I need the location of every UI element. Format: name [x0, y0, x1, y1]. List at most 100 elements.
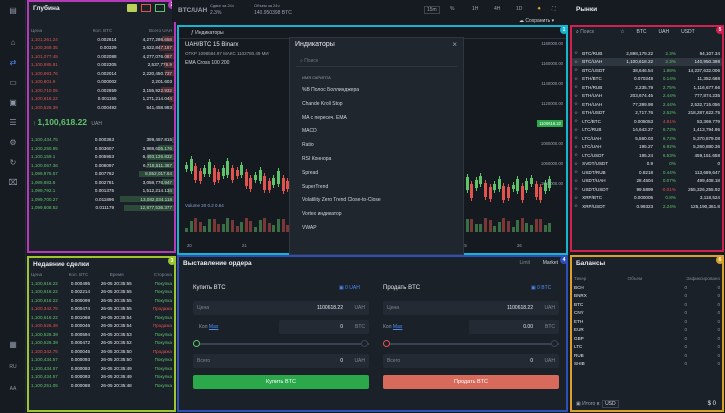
market-row[interactable]: ☆ LTC/UAH 5,560.03 6.72% 5,370,879.08	[572, 134, 722, 143]
indicator-item[interactable]: %B Полос Боллинджера	[302, 87, 360, 93]
refresh-icon[interactable]: ↻	[9, 158, 17, 167]
tab-uah[interactable]: UAH	[658, 29, 670, 35]
history-icon[interactable]: ▣	[9, 98, 17, 107]
settings-icon[interactable]: ⚙	[9, 138, 17, 147]
star-icon[interactable]: ☆	[574, 101, 579, 107]
user-avatar[interactable]: AA	[9, 386, 17, 392]
lock-icon[interactable]: ⌧	[8, 178, 18, 187]
market-row[interactable]: ☆ BTC/USDT 38,646.54 1.98% 14,237,632.006	[572, 66, 722, 75]
market-row[interactable]: ☆ BTC/UAH 1,100,618.22 2.3% 140,950.398	[572, 57, 722, 66]
star-icon[interactable]: ☆	[574, 75, 579, 81]
orderbook-row[interactable]: 1,100,710.05 0.002859 3,155,922.932	[29, 86, 174, 95]
star-icon[interactable]: ☆	[574, 135, 579, 141]
orderbook-row[interactable]: 1,100,369.35 0.00329 3,622,847.167	[29, 44, 174, 53]
interval-select[interactable]: 15m	[424, 6, 440, 14]
home-icon[interactable]: ⌂	[10, 38, 16, 47]
sell-qty-field[interactable]: 0.00 BTC	[469, 320, 559, 334]
interval-4h[interactable]: 4H	[494, 6, 501, 12]
star-icon[interactable]: ☆	[574, 118, 579, 124]
theme-sun-icon[interactable]: ✷	[537, 6, 542, 12]
market-row[interactable]: ☆ ETH/BTC 0.070348 0.14% 11,352.688	[572, 75, 722, 84]
total-currency-select[interactable]: USD	[602, 400, 619, 408]
grid-icon[interactable]: ▦	[9, 340, 17, 349]
market-row[interactable]: ☆ XRP/USDT 0.99323 2.24% 125,190,361.8	[572, 202, 722, 211]
indicator-item[interactable]: MACD	[302, 128, 317, 135]
market-row[interactable]: ☆ USDT/RUB 0.8218 0.44% 113,689,647	[572, 168, 722, 177]
orderbook-row[interactable]: 1,101,077.48 0.002088 4,277,076.087	[29, 52, 174, 61]
star-icon[interactable]: ☆	[574, 177, 579, 183]
indicator-fx-icon[interactable]: %	[450, 6, 455, 12]
tab-market[interactable]: Market	[542, 260, 558, 266]
market-row[interactable]: ☆ ETH/USDT 2,717.76 2.52% 218,287,622.75	[572, 109, 722, 118]
market-row[interactable]: ☆ ETH/UAH 77,399.98 2.44% 2,532,715.056	[572, 100, 722, 109]
buy-price-field[interactable]: Цена 1100618.22 UAH	[193, 301, 369, 315]
orderbook-row[interactable]: 1,099,608.52 0.011179 12,877,536.377	[29, 204, 174, 213]
indicator-item[interactable]: Chande Kroll Stop	[302, 100, 343, 107]
close-icon[interactable]: ×	[452, 40, 457, 49]
view-both-icon[interactable]	[127, 4, 137, 12]
orderbook-row[interactable]: 1,099,792.1 0.001375 1,512,214.134	[29, 187, 174, 196]
indicator-item[interactable]: Vortex индикатор	[302, 211, 342, 218]
sell-max-link[interactable]: Max	[392, 324, 403, 330]
sell-total-field[interactable]: Всего 0 UAH	[383, 354, 559, 368]
market-row[interactable]: ☆ LTC/BTC 0.005053 4.81% 53,369.779	[572, 117, 722, 126]
tab-usdt[interactable]: USDT	[681, 29, 695, 35]
indicator-item[interactable]: VWAP	[302, 224, 317, 231]
star-icon[interactable]: ☆	[574, 143, 579, 149]
orderbook-row[interactable]: 1,100,159.1 0.005953 6,493,126.832	[29, 153, 174, 162]
market-row[interactable]: ☆ LTC/RUB 14,643.27 6.72% 1,413,794.95	[572, 126, 722, 135]
buy-qty-field[interactable]: 0 BTC	[279, 320, 369, 334]
view-asks-icon[interactable]	[141, 4, 151, 12]
lang-switch[interactable]: RU	[9, 364, 17, 370]
star-icon[interactable]: ☆	[574, 169, 579, 175]
star-icon[interactable]: ☆	[574, 160, 579, 166]
market-row[interactable]: ☆ LTC/UAH 195.27 6.92% 5,260,880.36	[572, 143, 722, 152]
indicator-item[interactable]: SuperTrend	[302, 183, 329, 190]
buy-total-field[interactable]: Всего 0 UAH	[193, 354, 369, 368]
buy-button[interactable]: Купить BTC	[193, 375, 369, 389]
save-layout[interactable]: ☁ Сохранить ▾	[519, 18, 555, 24]
tab-limit[interactable]: Limit	[519, 260, 530, 266]
market-row[interactable]: ☆ ETH/UAH 203,674.45 2.44% 777,874.235	[572, 92, 722, 101]
exchange-icon[interactable]: ⇄	[9, 58, 17, 67]
indicator-item[interactable]: RSI Коннора	[302, 155, 332, 162]
star-icon[interactable]: ☆	[574, 109, 579, 115]
market-row[interactable]: ☆ USDT/UAH 28.4504 0.07% 499,408.18	[572, 177, 722, 186]
star-icon[interactable]: ☆	[574, 203, 579, 209]
logo-icon[interactable]: ▤	[9, 6, 17, 15]
orderbook-row[interactable]: 1,100,618.22 0.001155 1,271,214.044	[29, 95, 174, 104]
orderbook-row[interactable]: 1,099,700.27 0.011896 13,082,034.118	[29, 195, 174, 204]
pair-title[interactable]: BTC/UAH	[178, 7, 208, 14]
sell-slider[interactable]	[383, 340, 559, 347]
sell-button[interactable]: Продать BTC	[383, 375, 559, 389]
indicators-button[interactable]: ƒ Индикаторы	[191, 30, 224, 36]
market-row[interactable]: ☆ USDT/USDT 99.5899 -0.01% 255,326,255.92	[572, 185, 722, 194]
tab-btc[interactable]: BTC	[636, 29, 647, 35]
interval-1d[interactable]: 1D	[516, 6, 523, 12]
tab-favorites[interactable]: ☆	[620, 29, 625, 35]
market-row[interactable]: ☆ ETH/RUB 2,235.79 2.75% 1,116,677.66	[572, 83, 722, 92]
modal-search-input[interactable]: ⌕ Поиск	[296, 55, 457, 67]
indicator-item[interactable]: MA с пересеч. EMA	[302, 114, 347, 121]
buy-max-link[interactable]: Max	[208, 324, 219, 330]
indicator-item[interactable]: Volatility Zero Trend Close-to-Close	[302, 197, 381, 204]
market-row[interactable]: ☆ BTC/RUB 2,898,179.22 2.3% 94,107.34	[572, 49, 722, 58]
star-icon[interactable]: ☆	[574, 152, 579, 158]
indicator-item[interactable]: Spread	[302, 169, 319, 176]
orderbook-row[interactable]: 1,099,883.8 0.002781 3,058,776.947	[29, 178, 174, 187]
orderbook-row[interactable]: 1,100,434.75 0.000363 399,457.815	[29, 136, 174, 145]
interval-1h[interactable]: 1H	[472, 6, 479, 12]
view-bids-icon[interactable]	[155, 4, 165, 12]
market-row[interactable]: ☆ LTC/USDT 195.24 6.53% 459,151.658	[572, 151, 722, 160]
orderbook-row[interactable]: 1,099,975.57 0.007762 8,552,017.64	[29, 170, 174, 179]
star-icon[interactable]: ☆	[574, 92, 579, 98]
orderbook-row[interactable]: 1,100,250.95 0.003607 3,968,605.176	[29, 144, 174, 153]
fullscreen-icon[interactable]: ⛶	[552, 6, 556, 12]
orderbook-row[interactable]: 1,100,985.81 0.002305 2,537,776.9	[29, 61, 174, 70]
search-icon[interactable]: ⌕ Поиск	[576, 29, 595, 35]
star-icon[interactable]: ☆	[574, 58, 579, 64]
orderbook-row[interactable]: 1,100,801.9 0.000002 2,201.603	[29, 78, 174, 87]
market-row[interactable]: ☆ SVDT/USDT 0.9 0% 0	[572, 160, 722, 169]
star-icon[interactable]: ☆	[574, 50, 579, 56]
star-icon[interactable]: ☆	[574, 126, 579, 132]
